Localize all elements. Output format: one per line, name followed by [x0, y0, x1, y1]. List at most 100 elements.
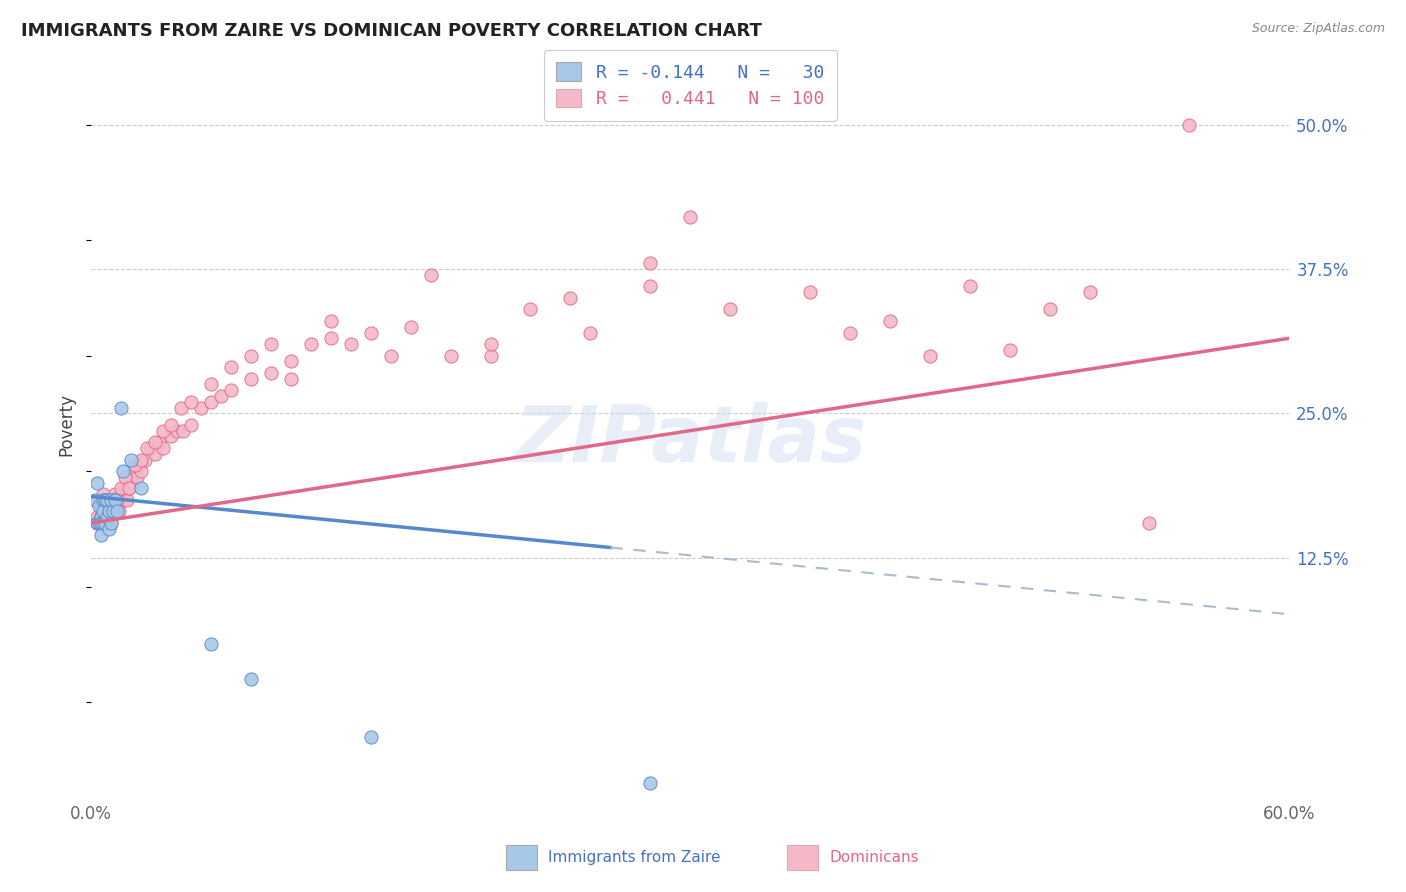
- Point: [260, 366, 283, 380]
- Point: [260, 337, 283, 351]
- Legend: R = -0.144   N =   30, R =   0.441   N = 100: R = -0.144 N = 30, R = 0.441 N = 100: [544, 50, 837, 120]
- Point: [918, 349, 941, 363]
- Text: ZIPatlas: ZIPatlas: [515, 401, 866, 477]
- Point: [101, 499, 124, 513]
- Point: [129, 452, 152, 467]
- Point: [118, 482, 141, 496]
- Point: [90, 510, 112, 524]
- Point: [143, 447, 166, 461]
- Point: [98, 516, 121, 530]
- Point: [299, 337, 322, 351]
- Point: [319, 314, 342, 328]
- Point: [112, 464, 135, 478]
- Point: [86, 516, 108, 530]
- Point: [98, 504, 121, 518]
- Point: [125, 470, 148, 484]
- Point: [143, 435, 166, 450]
- Point: [200, 637, 222, 651]
- Point: [91, 504, 114, 518]
- Point: [170, 401, 193, 415]
- Point: [519, 302, 541, 317]
- Point: [90, 527, 112, 541]
- Point: [166, 424, 188, 438]
- Point: [104, 487, 127, 501]
- Point: [679, 210, 702, 224]
- Point: [104, 504, 127, 518]
- Point: [360, 730, 382, 744]
- Point: [94, 516, 117, 530]
- Point: [718, 302, 741, 317]
- Point: [124, 464, 146, 478]
- Point: [120, 470, 142, 484]
- Point: [959, 279, 981, 293]
- Point: [98, 522, 121, 536]
- Point: [89, 516, 111, 530]
- Point: [239, 349, 262, 363]
- Y-axis label: Poverty: Poverty: [58, 393, 75, 457]
- Point: [86, 516, 108, 530]
- Bar: [787, 845, 818, 870]
- Point: [94, 516, 117, 530]
- Point: [100, 492, 122, 507]
- Point: [560, 291, 582, 305]
- Point: [360, 326, 382, 340]
- Bar: [506, 845, 537, 870]
- Point: [89, 499, 111, 513]
- Point: [90, 516, 112, 530]
- Point: [152, 424, 174, 438]
- Point: [98, 504, 121, 518]
- Point: [94, 499, 117, 513]
- Point: [479, 349, 502, 363]
- Point: [84, 492, 107, 507]
- Point: [419, 268, 441, 282]
- Point: [148, 435, 170, 450]
- Point: [190, 401, 212, 415]
- Point: [105, 504, 128, 518]
- Point: [339, 337, 361, 351]
- Point: [200, 377, 222, 392]
- Point: [129, 464, 152, 478]
- Point: [120, 452, 142, 467]
- Point: [100, 492, 122, 507]
- Point: [219, 360, 242, 375]
- Point: [638, 279, 661, 293]
- Point: [160, 429, 183, 443]
- Point: [96, 510, 118, 524]
- Point: [136, 441, 159, 455]
- Point: [108, 504, 131, 518]
- Point: [96, 492, 118, 507]
- Point: [380, 349, 402, 363]
- Point: [98, 504, 121, 518]
- Point: [638, 256, 661, 270]
- Point: [112, 492, 135, 507]
- Point: [110, 401, 132, 415]
- Point: [799, 285, 821, 299]
- Point: [90, 516, 112, 530]
- Point: [86, 475, 108, 490]
- Point: [1178, 118, 1201, 132]
- Point: [114, 482, 136, 496]
- Text: Dominicans: Dominicans: [830, 850, 920, 864]
- Point: [399, 319, 422, 334]
- Point: [91, 516, 114, 530]
- Point: [91, 510, 114, 524]
- Point: [128, 458, 150, 473]
- Point: [180, 394, 202, 409]
- Point: [172, 424, 194, 438]
- Point: [90, 499, 112, 513]
- Point: [1039, 302, 1062, 317]
- Point: [479, 337, 502, 351]
- Point: [839, 326, 862, 340]
- Point: [122, 475, 145, 490]
- Point: [180, 417, 202, 432]
- Point: [101, 492, 124, 507]
- Point: [86, 510, 108, 524]
- Point: [638, 776, 661, 790]
- Point: [124, 458, 146, 473]
- Point: [89, 516, 111, 530]
- Point: [879, 314, 901, 328]
- Point: [96, 510, 118, 524]
- Point: [319, 331, 342, 345]
- Text: IMMIGRANTS FROM ZAIRE VS DOMINICAN POVERTY CORRELATION CHART: IMMIGRANTS FROM ZAIRE VS DOMINICAN POVER…: [21, 22, 762, 40]
- Point: [115, 492, 138, 507]
